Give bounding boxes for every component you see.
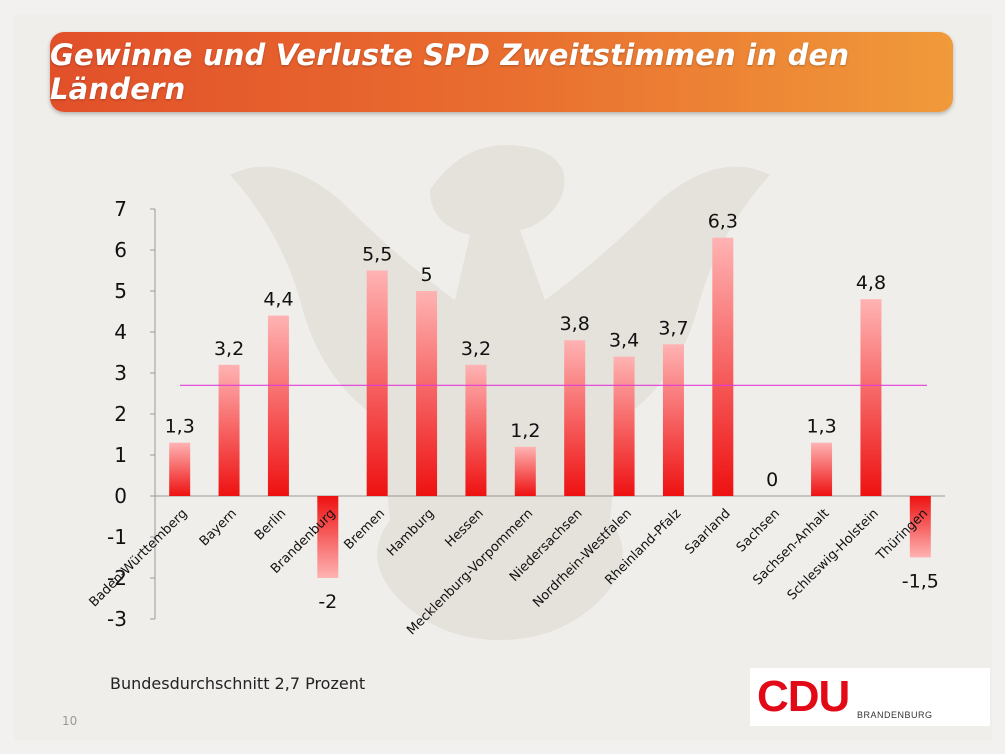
y-tick-label: 0 [114,484,127,508]
data-label: -1,5 [902,571,939,593]
bar [909,496,931,558]
footnote-average: Bundesdurchschnitt 2,7 Prozent [110,674,366,693]
bar [514,446,536,496]
data-label: 1,3 [806,416,836,438]
data-label: 6,3 [708,211,738,233]
data-label: 3,4 [609,330,639,352]
x-tick-label: Baden-Württemberg [87,506,191,610]
data-label: 1,2 [510,420,540,442]
data-label: 5 [421,264,433,286]
bar [860,299,882,496]
y-tick-label: -2 [107,566,127,590]
x-tick-label: Berlin [252,506,289,543]
data-label: 3,7 [658,317,688,339]
y-tick-label: 3 [114,361,127,385]
x-tick-label: Bayern [197,506,240,549]
page-title: Gewinne und Verluste SPD Zweitstimmen in… [50,38,850,106]
data-label: 0 [766,469,778,491]
y-tick-label: -3 [107,607,127,631]
bar [465,364,487,496]
bar [662,344,684,496]
x-tick-label: Schleswig-Holstein [785,506,882,603]
data-label: -2 [318,591,337,613]
title-banner: Gewinne und Verluste SPD Zweitstimmen in… [50,32,953,112]
data-label: 1,3 [165,416,195,438]
cdu-logo: CDU [757,672,850,721]
y-tick-label: 5 [114,279,127,303]
data-label: 5,5 [362,244,392,266]
cdu-logo-subtitle: BRANDENBURG [857,710,933,720]
logo-panel [750,668,990,726]
bar [317,496,339,578]
bar [416,291,438,496]
data-label: 4,4 [263,289,293,311]
y-tick-label: 4 [114,320,127,344]
data-label: 3,2 [461,338,491,360]
y-tick-label: 2 [114,402,127,426]
page-number: 10 [62,714,78,728]
bar [169,442,191,496]
data-label: 4,8 [856,272,886,294]
x-tick-label: Bremen [341,506,388,553]
bar [267,315,289,496]
x-tick-label: Saarland [682,506,733,557]
bar [712,237,734,496]
x-tick-label: Nordrhein-Westfalen [530,506,634,610]
y-tick-label: -1 [107,525,127,549]
bar [811,442,833,496]
x-tick-label: Sachsen [734,506,783,555]
data-label: 3,8 [560,313,590,335]
x-tick-label: Hamburg [384,506,437,559]
data-label: 3,2 [214,338,244,360]
bar [218,364,240,496]
bar [564,340,586,496]
y-tick-label: 1 [114,443,127,467]
bar [366,270,388,496]
x-tick-label: Hessen [443,506,487,550]
y-tick-label: 6 [114,238,127,262]
bar [613,356,635,496]
y-tick-label: 7 [114,197,127,221]
